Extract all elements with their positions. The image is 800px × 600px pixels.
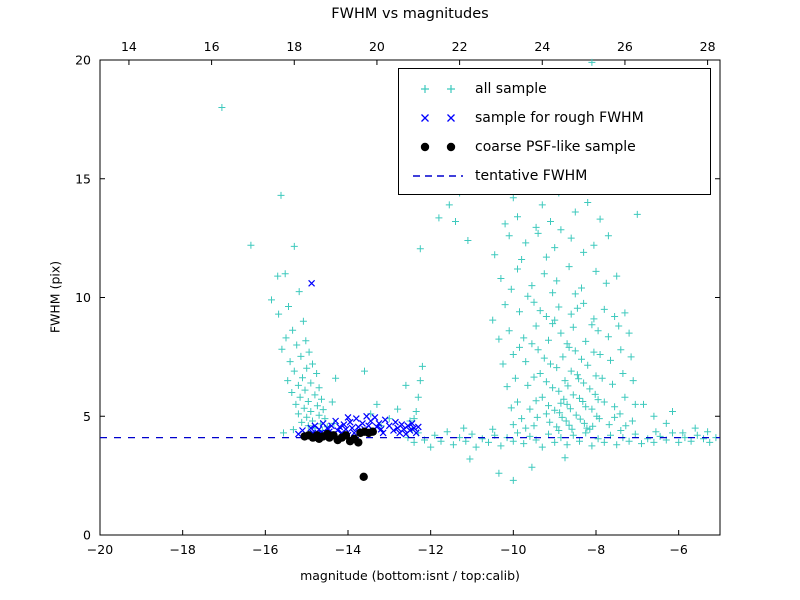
legend-entry-all-sample: all sample xyxy=(399,74,710,103)
x-tick-label-top: 20 xyxy=(369,39,385,54)
series-rough-fwhm-sample xyxy=(294,279,422,440)
x-tick-label-top: 22 xyxy=(452,39,468,54)
x-tick-label-bottom: −14 xyxy=(335,542,361,557)
legend-label: coarse PSF-like sample xyxy=(475,138,636,155)
x-tick-label-bottom: −18 xyxy=(169,542,195,557)
x-tick-label-top: 28 xyxy=(700,39,716,54)
y-tick-label: 10 xyxy=(75,290,91,305)
x-tick-label-bottom: −12 xyxy=(417,542,443,557)
series-all-sample xyxy=(218,58,720,484)
legend-marker-x xyxy=(421,113,455,122)
y-tick-label: 20 xyxy=(75,53,91,68)
legend-entry-rough-fwhm: sample for rough FWHM xyxy=(399,103,710,132)
legend-label: all sample xyxy=(475,80,547,97)
legend-label: tentative FWHM xyxy=(475,167,588,184)
y-tick-label: 5 xyxy=(83,409,91,424)
legend-entry-tentative-fwhm: tentative FWHM xyxy=(399,161,710,190)
legend-marker-plus xyxy=(421,84,455,93)
x-tick-label-top: 18 xyxy=(286,39,302,54)
y-tick-label: 0 xyxy=(83,528,91,543)
x-tick-label-top: 14 xyxy=(121,39,137,54)
legend-entry-psf-sample: coarse PSF-like sample xyxy=(399,132,710,161)
series-psf-dot xyxy=(354,438,363,447)
series-psf-dot xyxy=(359,472,368,481)
x-tick-label-bottom: −20 xyxy=(87,542,113,557)
legend-marker-dot xyxy=(420,142,456,151)
legend-label: sample for rough FWHM xyxy=(475,109,644,126)
x-tick-label-top: 16 xyxy=(204,39,220,54)
x-axis-label: magnitude (bottom:isnt / top:calib) xyxy=(300,568,520,583)
x-tick-label-bottom: −8 xyxy=(587,542,605,557)
series-psf-dot xyxy=(368,427,377,436)
legend-marker-dashed-line xyxy=(413,174,463,177)
series-psf-dot xyxy=(341,431,351,440)
chart-title: FWHM vs magnitudes xyxy=(331,6,489,22)
x-tick-label-bottom: −10 xyxy=(500,542,526,557)
legend: all sample sample for rough FWHM coarse … xyxy=(398,68,711,195)
x-tick-label-top: 24 xyxy=(534,39,550,54)
x-tick-label-top: 26 xyxy=(617,39,633,54)
x-tick-label-bottom: −6 xyxy=(669,542,687,557)
x-tick-label-bottom: −16 xyxy=(252,542,278,557)
y-tick-label: 15 xyxy=(75,171,91,186)
y-axis-label: FWHM (pix) xyxy=(47,260,63,334)
